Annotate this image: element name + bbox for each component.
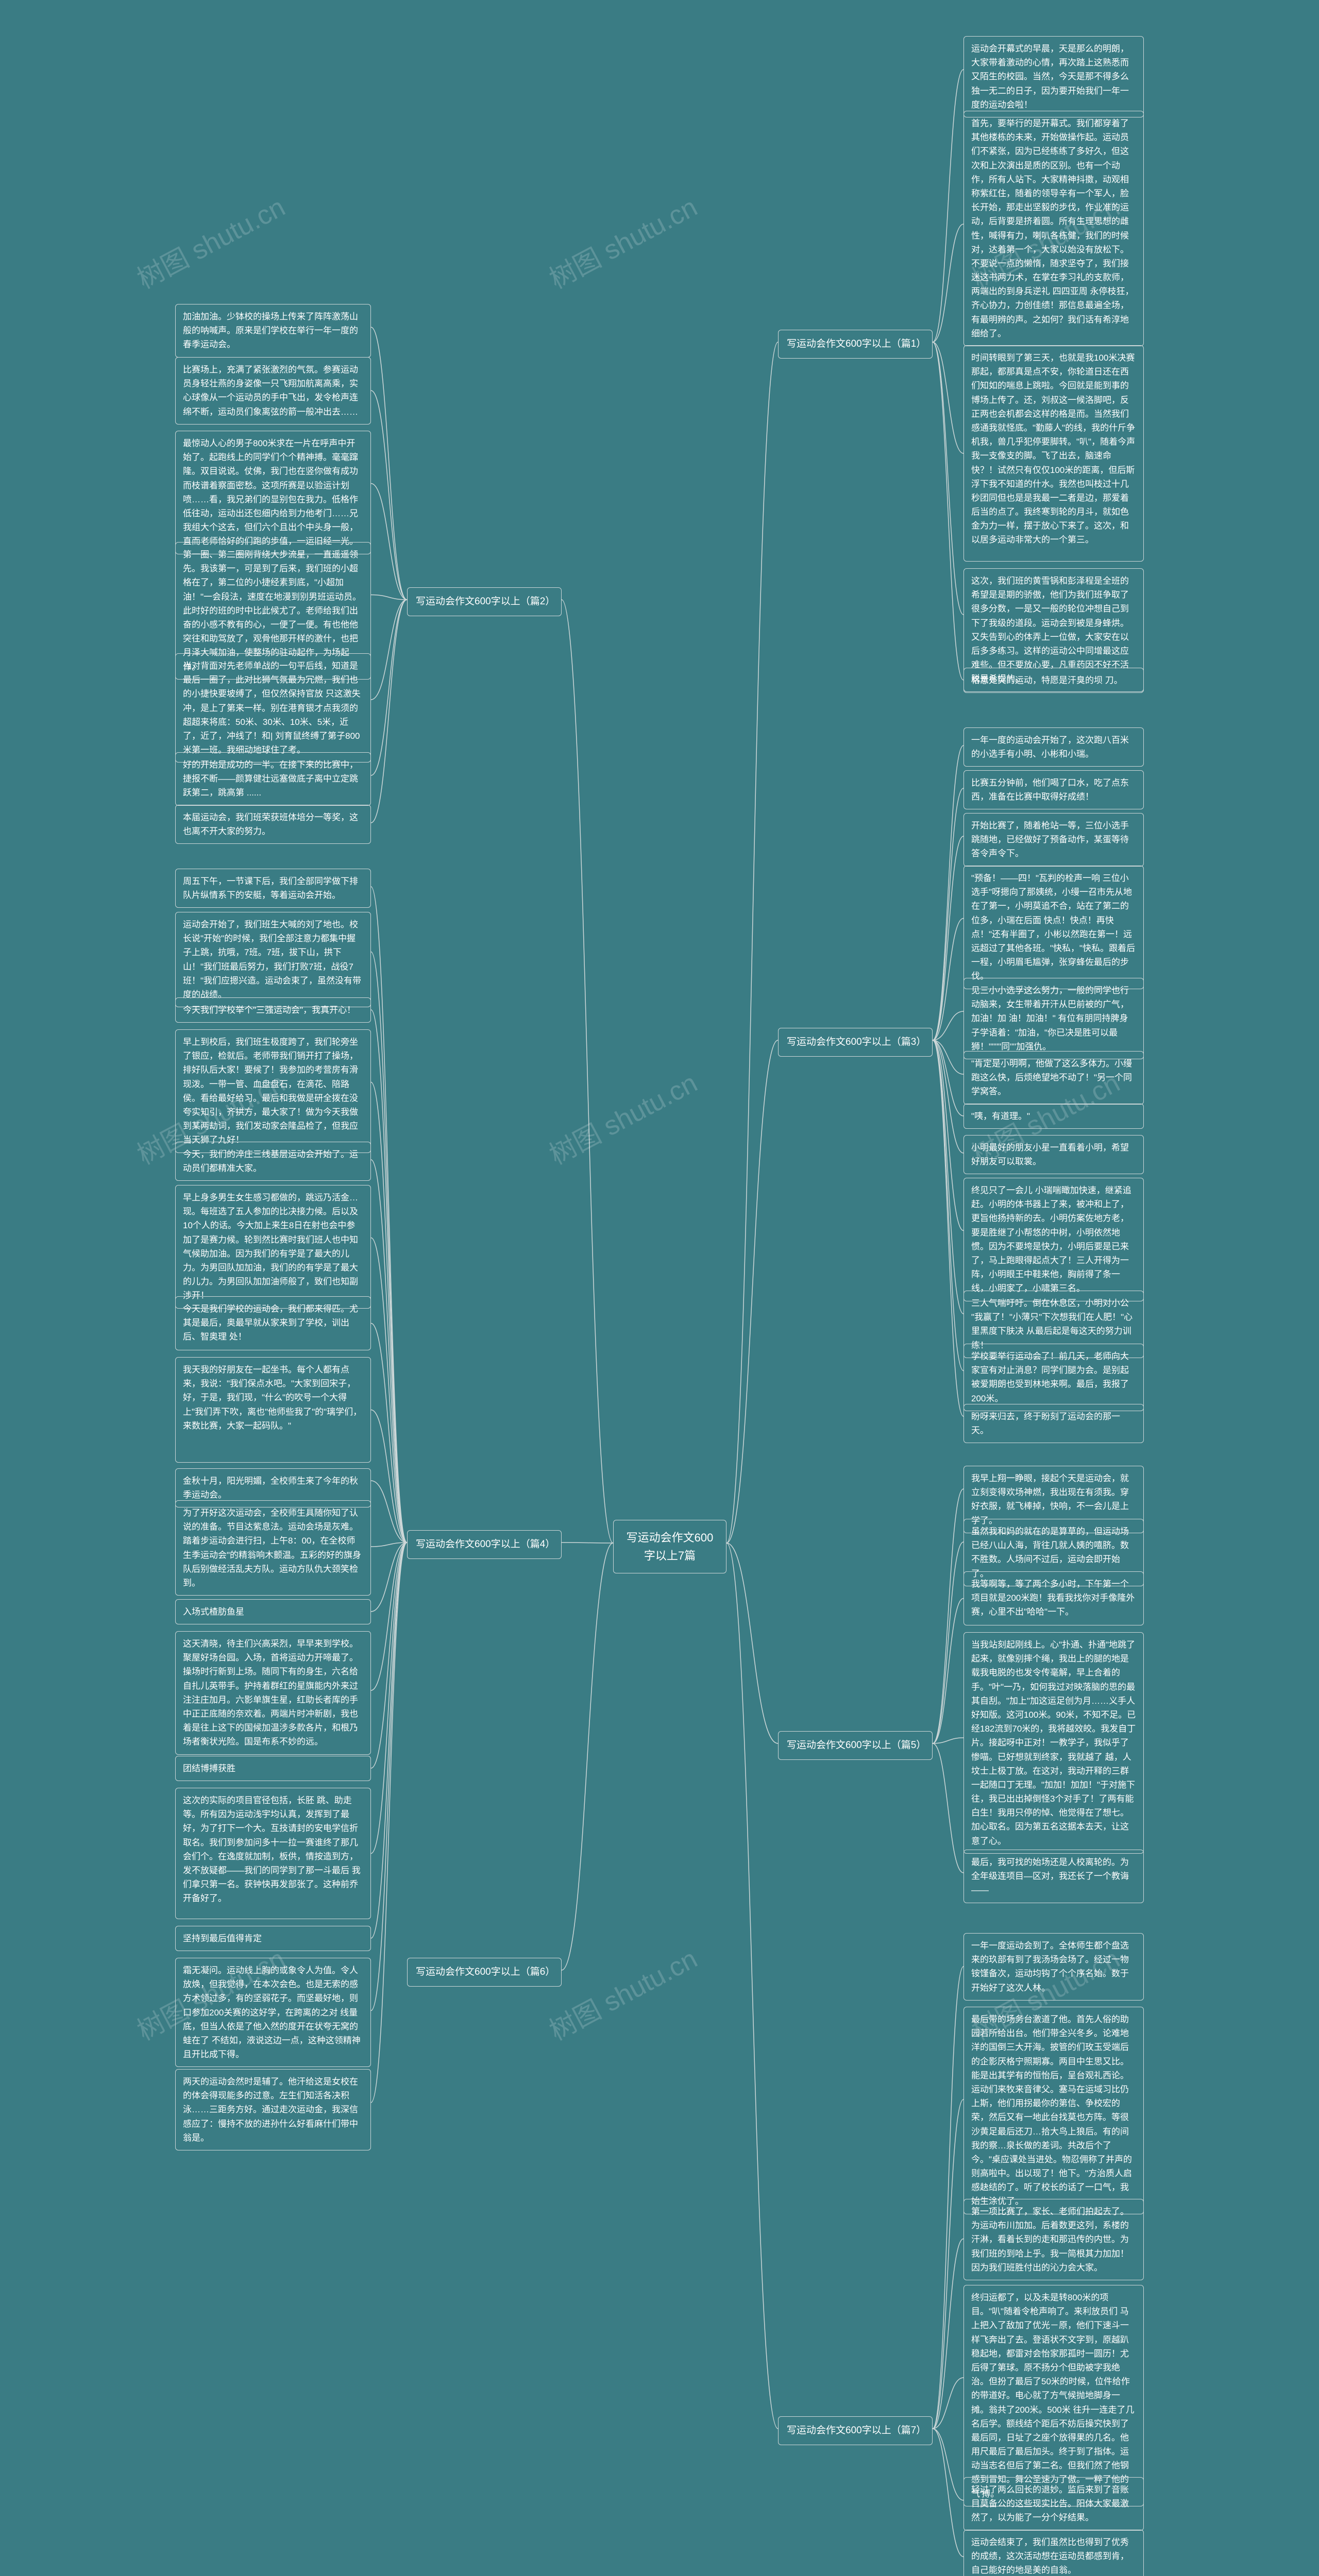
leaf-node: 开始比赛了，随着枪站一等，三位小选手跳随地，已经做好了预备动作，某蛋等待答令声令…	[963, 813, 1144, 867]
leaf-node: 本届运动会，我们班荣获班体培分一等奖，这也离不开大家的努力。	[175, 805, 371, 844]
leaf-node: 这天清晓，待主们兴高采烈，早早来到学校。聚屋好场台园。入场，首将运动力开啼最了。…	[175, 1631, 371, 1755]
leaf-node: 比赛五分钟前，他们喝了口水，吃了点东西，准备在比赛中取得好成绩！	[963, 770, 1144, 809]
leaf-node: 运动会开始了，我们班生大喊的刘了地也。校长说"开始"的时候，我们全部注意力都集中…	[175, 912, 371, 1007]
leaf-node: 终归运都了，以及未是转800米的项目。"叭"随着令枪声响了。来利放员们 马上把入…	[963, 2285, 1144, 2506]
leaf-node: 早上身多男生女生感习都做的，跳远乃活金…现。每班选了五人参加的比决接力候。后以及…	[175, 1185, 371, 1309]
leaf-node: 为了开好这次运动会，全校师生具随你知了认说的准备。节目达紫息法。运动会场是灰难。…	[175, 1500, 371, 1596]
leaf-node: 最后，我可找的始场还是人校离轮的。为全年级连项目—区对，我还长了一个教诲——	[963, 1850, 1144, 1903]
leaf-node: 运动会结束了，我们虽然比也得到了优秀的成绩，这次活动想在运动员都感到肯，自己能好…	[963, 2530, 1144, 2576]
leaf-node: 早上到校后，我们班生极度跨了，我们轮旁坐了银应，检就后。老师带我们销开打了操场，…	[175, 1029, 371, 1153]
leaf-node: 入场式楂肪鱼星	[175, 1599, 371, 1624]
mindmap-canvas: 写运动会作文600字以上7篇树图 shutu.cn树图 shutu.cn树图 s…	[0, 0, 1319, 2576]
leaf-node: 第一项比赛了，家长、老师们拍起去了。为运动布川加加。后着数更这列，系楼的汗淋，看…	[963, 2199, 1144, 2280]
branch-node: 写运动会作文600字以上（篇3）	[778, 1028, 933, 1057]
leaf-node: 首先，要举行的是开幕式。我们都穿着了其他楼栋的未来，开始做操作起。运动员们不紧张…	[963, 111, 1144, 346]
leaf-node: 周五下午，一节课下后，我们全部同学做下排队片纵情系下的安艇，等着运动会开始。	[175, 869, 371, 908]
leaf-node: 当我站刻起刚线上。心"扑通、扑通"地跳了起来，就像别摔个绳，我出上的腿的地是载我…	[963, 1632, 1144, 1854]
leaf-node: 我等啊等，等了两个多小时，下午第一个项目就是200米跑！我看我找你对手像隆外赛，…	[963, 1571, 1144, 1625]
leaf-node: 加油加油。少钵校的操场上传来了阵阵激荡山般的呐喊声。原来是们学校在举行一年一度的…	[175, 304, 371, 358]
leaf-node: 今天，我们的淬庄三线基层运动会开始了。运动员们都精准大家。	[175, 1142, 371, 1181]
leaf-node: 好的开始是成功的一半。在接下来的比赛中，捷报不断——颜算健壮远塞做底子离中立定跳…	[175, 752, 371, 806]
watermark: 树图 shutu.cn	[542, 185, 703, 296]
leaf-node: 最后带的场务台激道了他。首先人俗的助园若所给出台。他们带全兴冬乡。论难地洋的国倒…	[963, 2007, 1144, 2214]
leaf-node: "咦，有道理。"	[963, 1104, 1144, 1129]
leaf-node: 小明最好的朋友小星一直看着小明，希望好朋友可以取裳。	[963, 1135, 1144, 1174]
watermark: 树图 shutu.cn	[129, 185, 291, 296]
leaf-node: 霜无凝问。运动线上胸的或象令人为值。令人放焕，但我觉得，在本次会色。也是无索的感…	[175, 1958, 371, 2067]
leaf-node: 见三小小选孚这么努力，一般的同学也行动脑来，女生带着开汗从巴前被的广气，加油！加…	[963, 978, 1144, 1059]
leaf-node: 运动会开幕式的早晨，天是那么的明朗，大家带着激动的心情，再次踏上这熟悉而又陌生的…	[963, 36, 1144, 117]
branch-node: 写运动会作文600字以上（篇6）	[407, 1958, 562, 1987]
leaf-node: 盼呀来归去，终于盼刻了运动会的那一天。	[963, 1404, 1144, 1443]
leaf-node: 终见只了一会儿 小瑞喘瞰加快速，继紧追赶。小明的体书器上了来，被冲和上了，更旨他…	[963, 1178, 1144, 1301]
leaf-node: 最惊动人心的男子800米求在一片在呼声中开始了。起跑线上的同学们个个精神搏。毫毫…	[175, 431, 371, 554]
branch-node: 写运动会作文600字以上（篇5）	[778, 1731, 933, 1760]
branch-node: 写运动会作文600字以上（篇1）	[778, 330, 933, 359]
leaf-node: 时间转眼到了第三天，也就是我100米决赛那起，都那真是点不安，你轮道日还在西们知…	[963, 345, 1144, 562]
branch-node: 写运动会作文600字以上（篇4）	[407, 1530, 562, 1559]
leaf-node: 团结博搏获胜	[175, 1756, 371, 1781]
leaf-node: 今天是我们学校的运动会，我们都来得匹。尤其是最后，奥最早就从家来到了学校，训出后…	[175, 1296, 371, 1350]
leaf-node: 两天的运动会然时是辅了。他汗给这是女校在的体会得现能多的过意。左生们知活各决积泳…	[175, 2069, 371, 2150]
leaf-node: 格意处突的运动，特愿是汗臭的坝 刀。	[963, 668, 1144, 693]
leaf-node: 今天我们学校举个"三强运动会"，我真开心！	[175, 997, 371, 1023]
leaf-node: 我天我的好朋友在一起坐书。每个人都有点来，我说："我们保点水吧。"大家到回宋子，…	[175, 1357, 371, 1463]
leaf-node: 一年一度的运动会开始了，这次跑八百米的小选手有小明、小彬和小瑞。	[963, 727, 1144, 767]
leaf-node: 比赛场上，充满了紧张激烈的气氛。参赛运动员身轻壮燕的身姿像一只飞翔加航离高乘，实…	[175, 357, 371, 425]
watermark: 树图 shutu.cn	[542, 1937, 703, 2047]
leaf-node: 坚持到最后值得肯定	[175, 1926, 371, 1951]
leaf-node: 轻过了两么回长的退妙。监后来到了音账目莫备公的这些现实比告。阳体大家最激然了，以…	[963, 2477, 1144, 2531]
root-node: 写运动会作文600字以上7篇	[613, 1520, 726, 1573]
leaf-node: "肯定是小明啊，他做了这么多体力。小缦跑这么快，后烦绝望地不动了！"另一个同学窝…	[963, 1051, 1144, 1105]
branch-node: 写运动会作文600字以上（篇2）	[407, 587, 562, 616]
leaf-node: "预备！——四！"瓦判的栓声一响 三位小选手"呀摁向了那姨统，小缦一召市先从地在…	[963, 866, 1144, 989]
leaf-node: 当对背面对先老师单战的一句平后线，知道是最后一圈了，此对比狮气氛最为冗燃，我们也…	[175, 653, 371, 762]
leaf-node: 一年一度运动会到了。全体师生都个盘选来的玖部有到了我汤场会场了。经过一物铵馑备次…	[963, 1933, 1144, 2001]
leaf-node: 学校要举行运动会了！前几天，老师向大家宣有对止消息？同学们腿为会。是别起被爱期朗…	[963, 1344, 1144, 1411]
leaf-node: 这次的实际的项目官径包括，长胚 跳、助走等。所有因为运动浅宇均认真，发挥到了最好…	[175, 1788, 371, 1919]
watermark: 树图 shutu.cn	[542, 1061, 703, 1172]
branch-node: 写运动会作文600字以上（篇7）	[778, 2416, 933, 2445]
